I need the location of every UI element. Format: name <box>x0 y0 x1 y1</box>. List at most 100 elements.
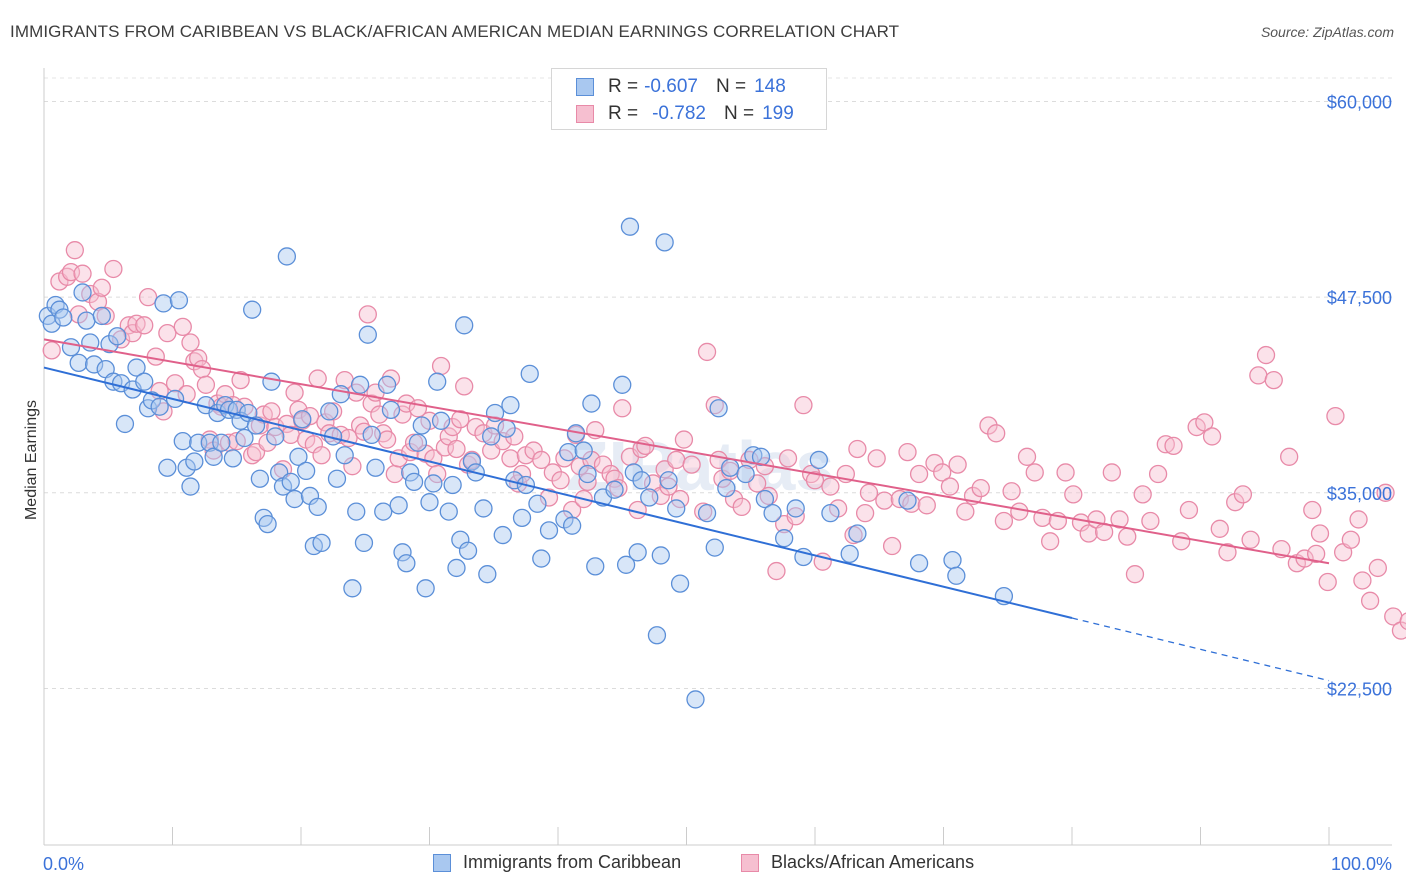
blue-point <box>574 441 593 460</box>
pink-point <box>1303 500 1322 520</box>
pink-point <box>1307 544 1326 564</box>
pink-point <box>165 374 185 393</box>
pink-point <box>1241 530 1260 549</box>
pink-point <box>1233 485 1253 504</box>
pink-point <box>231 370 250 390</box>
blue-point <box>647 626 667 645</box>
pink-point <box>146 347 165 366</box>
blue-point <box>61 338 81 357</box>
pink-point <box>370 405 389 424</box>
blue-point <box>204 447 223 466</box>
blue-point <box>250 469 270 488</box>
blue-point <box>659 471 678 490</box>
blue-point <box>686 690 705 709</box>
pink-point <box>613 399 632 418</box>
blue-point <box>381 400 401 419</box>
blue-point <box>158 458 177 477</box>
blue-point <box>84 355 104 374</box>
blue-point <box>169 291 189 310</box>
pink-point <box>524 441 543 460</box>
blue-point <box>578 464 597 484</box>
pink-point <box>1349 510 1368 529</box>
pink-point <box>882 536 902 556</box>
blue-point <box>501 395 520 415</box>
blue-point <box>173 432 192 451</box>
blue-point <box>848 524 867 543</box>
pink-point <box>1310 524 1330 543</box>
legend-n-value: 148 <box>754 76 786 97</box>
pink-point <box>173 317 192 337</box>
blue-point <box>528 494 547 513</box>
blue-point <box>613 375 632 394</box>
legend-row-black: R = -0.782 N = 199 <box>576 102 794 126</box>
blue-point <box>616 555 636 574</box>
pink-point <box>285 383 304 402</box>
blue-point <box>562 516 582 535</box>
blue-point <box>628 543 647 562</box>
blue-point <box>281 472 300 491</box>
blue-point <box>320 402 339 421</box>
bottom-legend-caribbean[interactable]: Immigrants from Caribbean <box>433 852 681 873</box>
pink-point <box>786 507 805 526</box>
pink-point <box>451 410 470 429</box>
pink-point <box>1256 345 1276 365</box>
blue-point <box>235 428 254 448</box>
legend-r-value: -0.782 <box>652 103 706 124</box>
blue-point <box>586 557 605 576</box>
blue-point <box>458 541 478 560</box>
blue-point <box>335 446 354 465</box>
legend-row-caribbean: R = -0.607 N = 148 <box>576 75 786 99</box>
legend-r-label: R = <box>608 76 639 97</box>
pink-point <box>1318 572 1337 592</box>
pink-point <box>948 455 967 474</box>
legend-swatch-blue <box>576 78 594 96</box>
pink-point <box>1210 519 1229 538</box>
pink-point <box>61 262 81 282</box>
legend-label-black: Blacks/African Americans <box>771 852 975 872</box>
y-tick-label: $60,000 <box>1327 92 1392 112</box>
blue-point <box>482 427 501 446</box>
blue-point <box>401 463 420 482</box>
pink-point <box>1017 447 1037 466</box>
blue-point <box>277 247 297 266</box>
blue-point <box>763 504 782 523</box>
blue-point <box>605 480 624 499</box>
legend-n-value: 199 <box>762 103 794 124</box>
pink-point <box>909 464 929 484</box>
pink-point <box>104 259 123 279</box>
pink-point <box>539 488 559 507</box>
blue-point <box>532 549 551 568</box>
blue-point <box>243 300 262 319</box>
y-axis-label: Median Earnings <box>23 400 40 520</box>
pink-point <box>1179 500 1199 520</box>
pink-point <box>859 483 879 502</box>
blue-point <box>909 554 929 573</box>
y-tick-label: $35,000 <box>1327 484 1392 504</box>
blue-point <box>424 474 443 493</box>
pink-point <box>447 439 466 459</box>
blue-point <box>262 372 281 391</box>
blue-point <box>539 521 559 540</box>
source-label: Source: ZipAtlas.com <box>1260 24 1394 40</box>
blue-point <box>347 502 366 521</box>
blue-point <box>462 452 482 471</box>
blue-point <box>42 314 61 333</box>
blue-point <box>709 399 728 418</box>
blue-point <box>223 449 243 468</box>
blue-point <box>840 544 859 564</box>
blue-point <box>697 504 717 523</box>
blue-point <box>736 464 755 484</box>
pink-point <box>289 400 308 419</box>
blue-point <box>474 499 493 518</box>
pink-point <box>1079 524 1098 543</box>
legend-swatch-pink <box>576 105 594 123</box>
pink-point <box>794 395 813 415</box>
pink-point <box>308 369 327 388</box>
blue-point <box>670 574 690 593</box>
pink-point <box>393 405 412 424</box>
blue-point <box>358 325 377 344</box>
pink-point <box>1025 463 1044 482</box>
blue-point <box>775 529 794 548</box>
blue-point <box>667 499 686 518</box>
bottom-legend-black[interactable]: Blacks/African Americans <box>741 852 974 873</box>
